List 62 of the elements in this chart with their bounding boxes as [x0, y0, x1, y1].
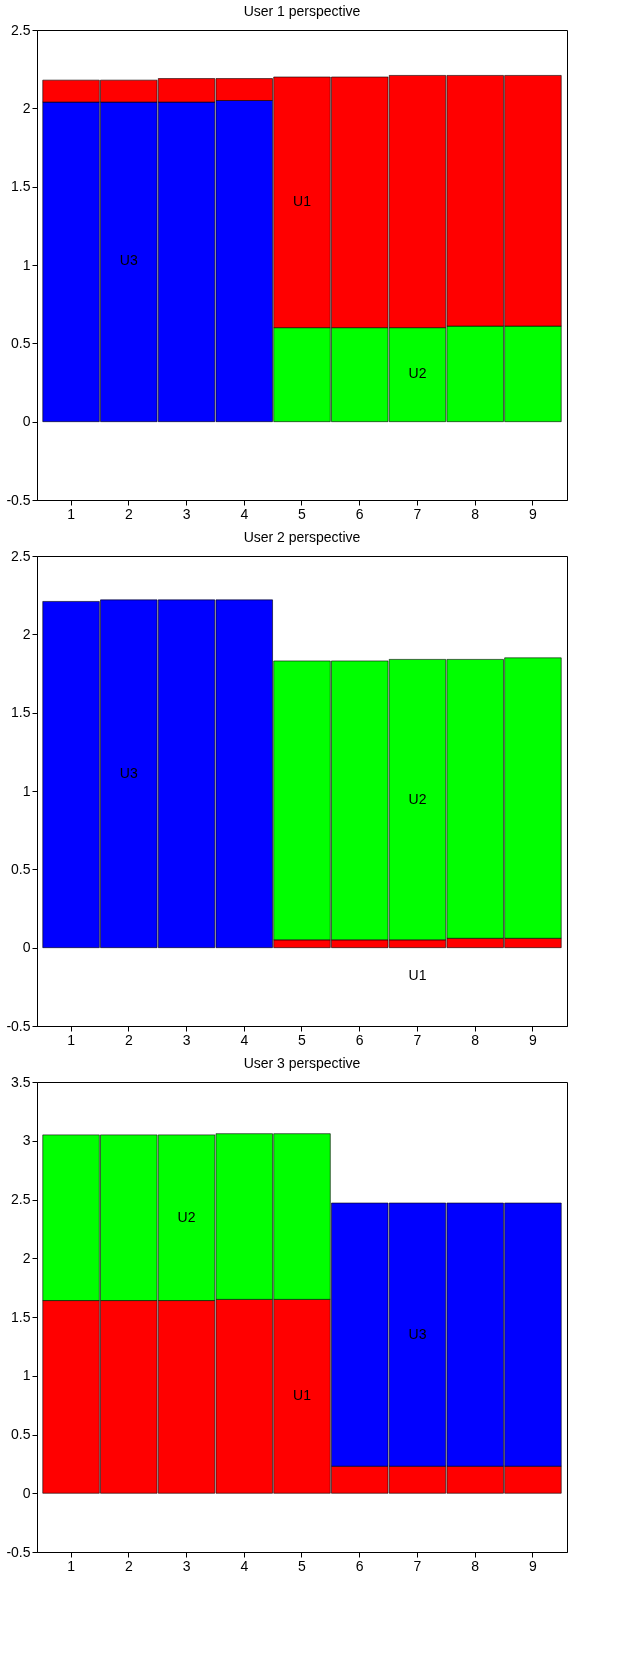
x-tick-label: 1 [67, 1557, 76, 1574]
series-label: U1 [293, 192, 312, 209]
x-tick-label: 5 [298, 505, 307, 522]
y-tick-label: 2 [22, 99, 31, 116]
y-tick-label: 0 [22, 1484, 31, 1501]
series-label: U1 [293, 1387, 312, 1404]
chart-title: User 3 perspective [243, 1055, 361, 1071]
x-tick-label: 4 [240, 505, 249, 522]
x-tick-label: 6 [355, 1031, 364, 1048]
y-tick-label: 0 [22, 939, 31, 956]
series-label: U2 [177, 1208, 196, 1225]
x-tick-label: 2 [124, 1031, 133, 1048]
series-label: U3 [119, 252, 138, 269]
y-tick-label: 1 [22, 782, 31, 799]
y-tick-label: 0.5 [11, 1426, 31, 1442]
x-tick-label: 1 [67, 505, 76, 522]
y-tick-label: 2 [22, 625, 31, 642]
x-tick-label: 4 [240, 1031, 249, 1048]
x-tick-label: 9 [529, 505, 538, 522]
x-tick-label: 3 [182, 1557, 191, 1574]
y-tick-label: 1.5 [11, 178, 31, 195]
y-tick-label: 1 [22, 256, 31, 273]
series-label: U2 [408, 364, 427, 381]
y-tick-label: -0.5 [6, 1543, 31, 1560]
y-tick-label: 3 [22, 1132, 31, 1149]
x-tick-label: 8 [471, 1031, 480, 1048]
x-tick-label: 4 [240, 1557, 249, 1574]
x-tick-label: 7 [413, 1557, 422, 1574]
x-tick-label: 6 [355, 1557, 364, 1574]
y-tick-label: 2.5 [11, 547, 31, 564]
x-tick-label: 2 [124, 1557, 133, 1574]
chart-title: User 2 perspective [243, 529, 361, 545]
y-tick-label: 2.5 [11, 21, 31, 38]
y-tick-label: 0.5 [11, 334, 31, 351]
x-tick-label: 3 [182, 505, 191, 522]
x-tick-label: 6 [355, 505, 364, 522]
y-tick-label: 1 [22, 1367, 31, 1384]
x-tick-label: 9 [529, 1557, 538, 1574]
series-label: U3 [119, 764, 138, 781]
x-tick-label: 7 [413, 1031, 422, 1048]
y-tick-label: 2.5 [11, 1191, 31, 1207]
x-tick-label: 3 [182, 1031, 191, 1048]
y-tick-label: 3.5 [11, 1073, 31, 1090]
x-tick-label: 9 [529, 1031, 538, 1048]
y-tick-label: 2 [22, 1249, 31, 1266]
x-tick-label: 7 [413, 505, 422, 522]
x-tick-label: 8 [471, 505, 480, 522]
y-tick-label: 0.5 [11, 860, 31, 877]
x-tick-label: 8 [471, 1557, 480, 1574]
y-tick-label: -0.5 [6, 1017, 31, 1034]
series-label: U3 [408, 1325, 427, 1342]
x-tick-label: 1 [67, 1031, 76, 1048]
y-tick-label: -0.5 [6, 491, 31, 508]
series-label: U1 [408, 966, 427, 983]
x-tick-label: 5 [298, 1557, 307, 1574]
x-tick-label: 2 [124, 505, 133, 522]
chart-title: User 1 perspective [243, 3, 361, 19]
y-tick-label: 0 [22, 413, 31, 430]
y-tick-label: 1.5 [11, 704, 31, 721]
series-label: U2 [408, 790, 427, 807]
y-tick-label: 1.5 [11, 1308, 31, 1325]
x-tick-label: 5 [298, 1031, 307, 1048]
